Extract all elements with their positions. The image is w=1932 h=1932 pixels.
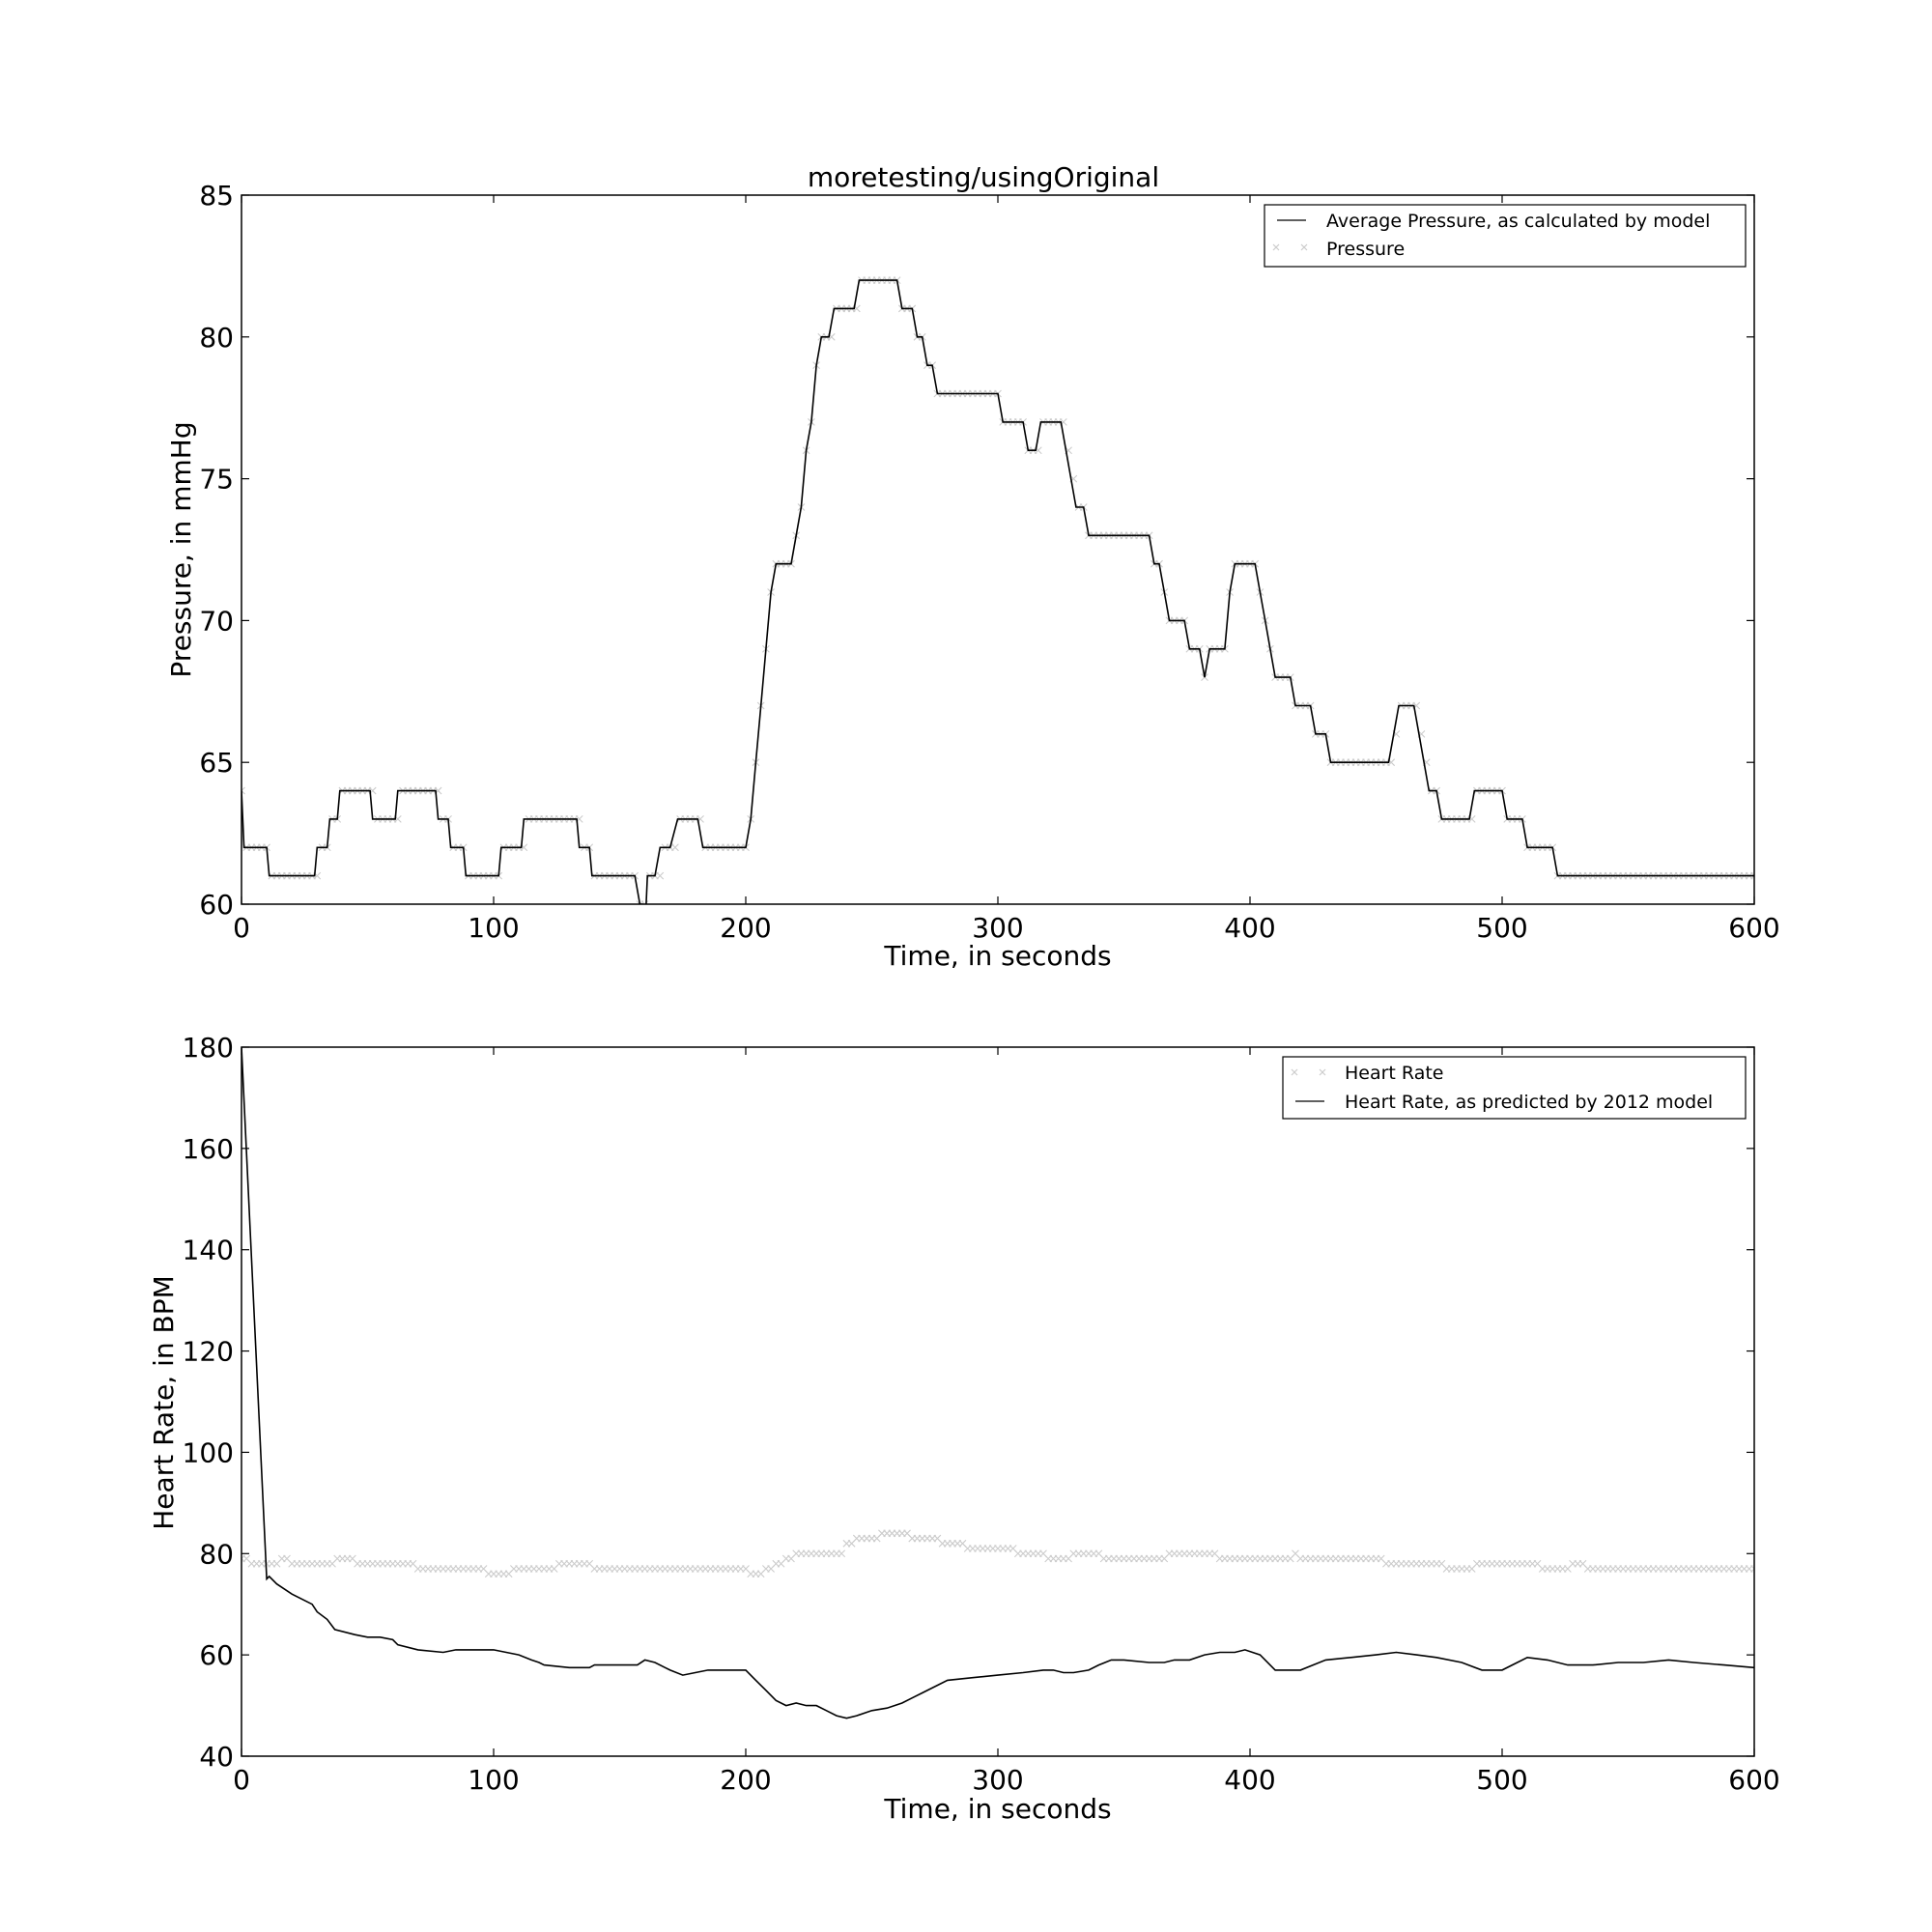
pressure-y-axis-label: Pressure, in mmHg xyxy=(165,421,197,677)
pressure-plot-area xyxy=(242,195,1754,904)
pressure-panel: moretesting/usingOriginal 0 100 200 300 400 5… xyxy=(165,161,1780,972)
heart-rate-legend: Heart Rate Heart Rate, as predicted by 2… xyxy=(1282,1056,1747,1120)
heart-rate-plot-area xyxy=(242,1047,1754,1756)
pressure-y-tick-label: 65 xyxy=(199,747,234,779)
pressure-x-tick-label: 0 xyxy=(233,912,250,944)
legend-marker-swatch xyxy=(1272,243,1308,251)
pressure-x-tick-label: 400 xyxy=(1224,912,1275,944)
heart-rate-x-tick-label: 400 xyxy=(1224,1764,1275,1796)
heart-rate-y-tick-label: 100 xyxy=(183,1436,234,1468)
pressure-data-marker xyxy=(671,843,679,852)
heart-rate-x-tick-label: 600 xyxy=(1728,1764,1779,1796)
heart-rate-x-tick-label: 200 xyxy=(720,1764,771,1796)
heart-rate-x-axis-label: Time, in seconds xyxy=(883,1793,1111,1825)
heart-rate-markers-series xyxy=(242,1529,1754,1578)
pressure-model-line-series xyxy=(242,279,1754,904)
pressure-legend: Average Pressure, as calculated by model… xyxy=(1264,204,1747,268)
pressure-x-tick-label: 200 xyxy=(720,912,771,944)
heart-rate-legend-box xyxy=(1282,1056,1747,1120)
pressure-y-tick-label: 80 xyxy=(199,322,234,354)
heart-rate-y-tick-label: 180 xyxy=(183,1032,234,1064)
heart-rate-axes-frame xyxy=(241,1046,1755,1757)
heart-rate-x-tick-label: 300 xyxy=(972,1764,1023,1796)
pressure-data-marker xyxy=(1750,871,1754,880)
pressure-y-tick-label: 60 xyxy=(199,889,234,921)
heart-rate-y-tick-label: 40 xyxy=(199,1741,234,1773)
legend-label-heart-rate: Heart Rate xyxy=(1345,1063,1444,1084)
pressure-y-tick-label: 70 xyxy=(199,605,234,637)
pressure-y-tick-label: 75 xyxy=(199,464,234,496)
pressure-data-marker xyxy=(242,786,245,795)
heart-rate-x-tick-label: 0 xyxy=(233,1764,250,1796)
pressure-data-marker xyxy=(656,871,665,880)
pressure-x-tick-label: 100 xyxy=(468,912,519,944)
pressure-axes-frame xyxy=(241,194,1755,905)
legend-marker-swatch xyxy=(1291,1068,1326,1076)
heart-rate-data-marker xyxy=(838,1549,846,1558)
heart-rate-ticks: 0 100 200 300 400 500 600 40 60 80 100 120 140 160 180 xyxy=(183,1032,1780,1796)
pressure-model-line xyxy=(242,279,1754,904)
pressure-x-axis-label: Time, in seconds xyxy=(883,940,1111,972)
heart-rate-y-tick-label: 140 xyxy=(183,1235,234,1266)
pressure-x-tick-label: 600 xyxy=(1728,912,1779,944)
pressure-y-tick-label: 85 xyxy=(199,180,234,212)
heart-rate-y-tick-label: 80 xyxy=(199,1538,234,1570)
heart-rate-model-line-series xyxy=(242,1047,1754,1719)
chart-title: moretesting/usingOriginal xyxy=(808,161,1159,193)
legend-label-pressure: Pressure xyxy=(1326,239,1405,260)
heart-rate-model-line xyxy=(242,1047,1754,1719)
pressure-ticks: 0 100 200 300 400 500 600 60 65 70 75 80 85 xyxy=(199,180,1779,944)
heart-rate-y-tick-label: 60 xyxy=(199,1639,234,1671)
legend-label-heart-rate-model: Heart Rate, as predicted by 2012 model xyxy=(1345,1092,1713,1113)
pressure-x-tick-label: 500 xyxy=(1476,912,1527,944)
heart-rate-panel: 0 100 200 300 400 500 600 40 60 80 100 120 140 160 180… xyxy=(148,1032,1780,1825)
pressure-x-tick-label: 300 xyxy=(972,912,1023,944)
pressure-legend-box xyxy=(1264,204,1747,268)
heart-rate-x-tick-label: 100 xyxy=(468,1764,519,1796)
heart-rate-y-axis-label: Heart Rate, in BPM xyxy=(148,1275,180,1530)
heart-rate-y-tick-label: 120 xyxy=(183,1336,234,1368)
heart-rate-data-marker xyxy=(1750,1565,1754,1573)
pressure-data-marker xyxy=(640,900,649,904)
legend-label-average-pressure: Average Pressure, as calculated by model xyxy=(1326,211,1710,232)
heart-rate-x-tick-label: 500 xyxy=(1476,1764,1527,1796)
heart-rate-y-tick-label: 160 xyxy=(183,1133,234,1165)
